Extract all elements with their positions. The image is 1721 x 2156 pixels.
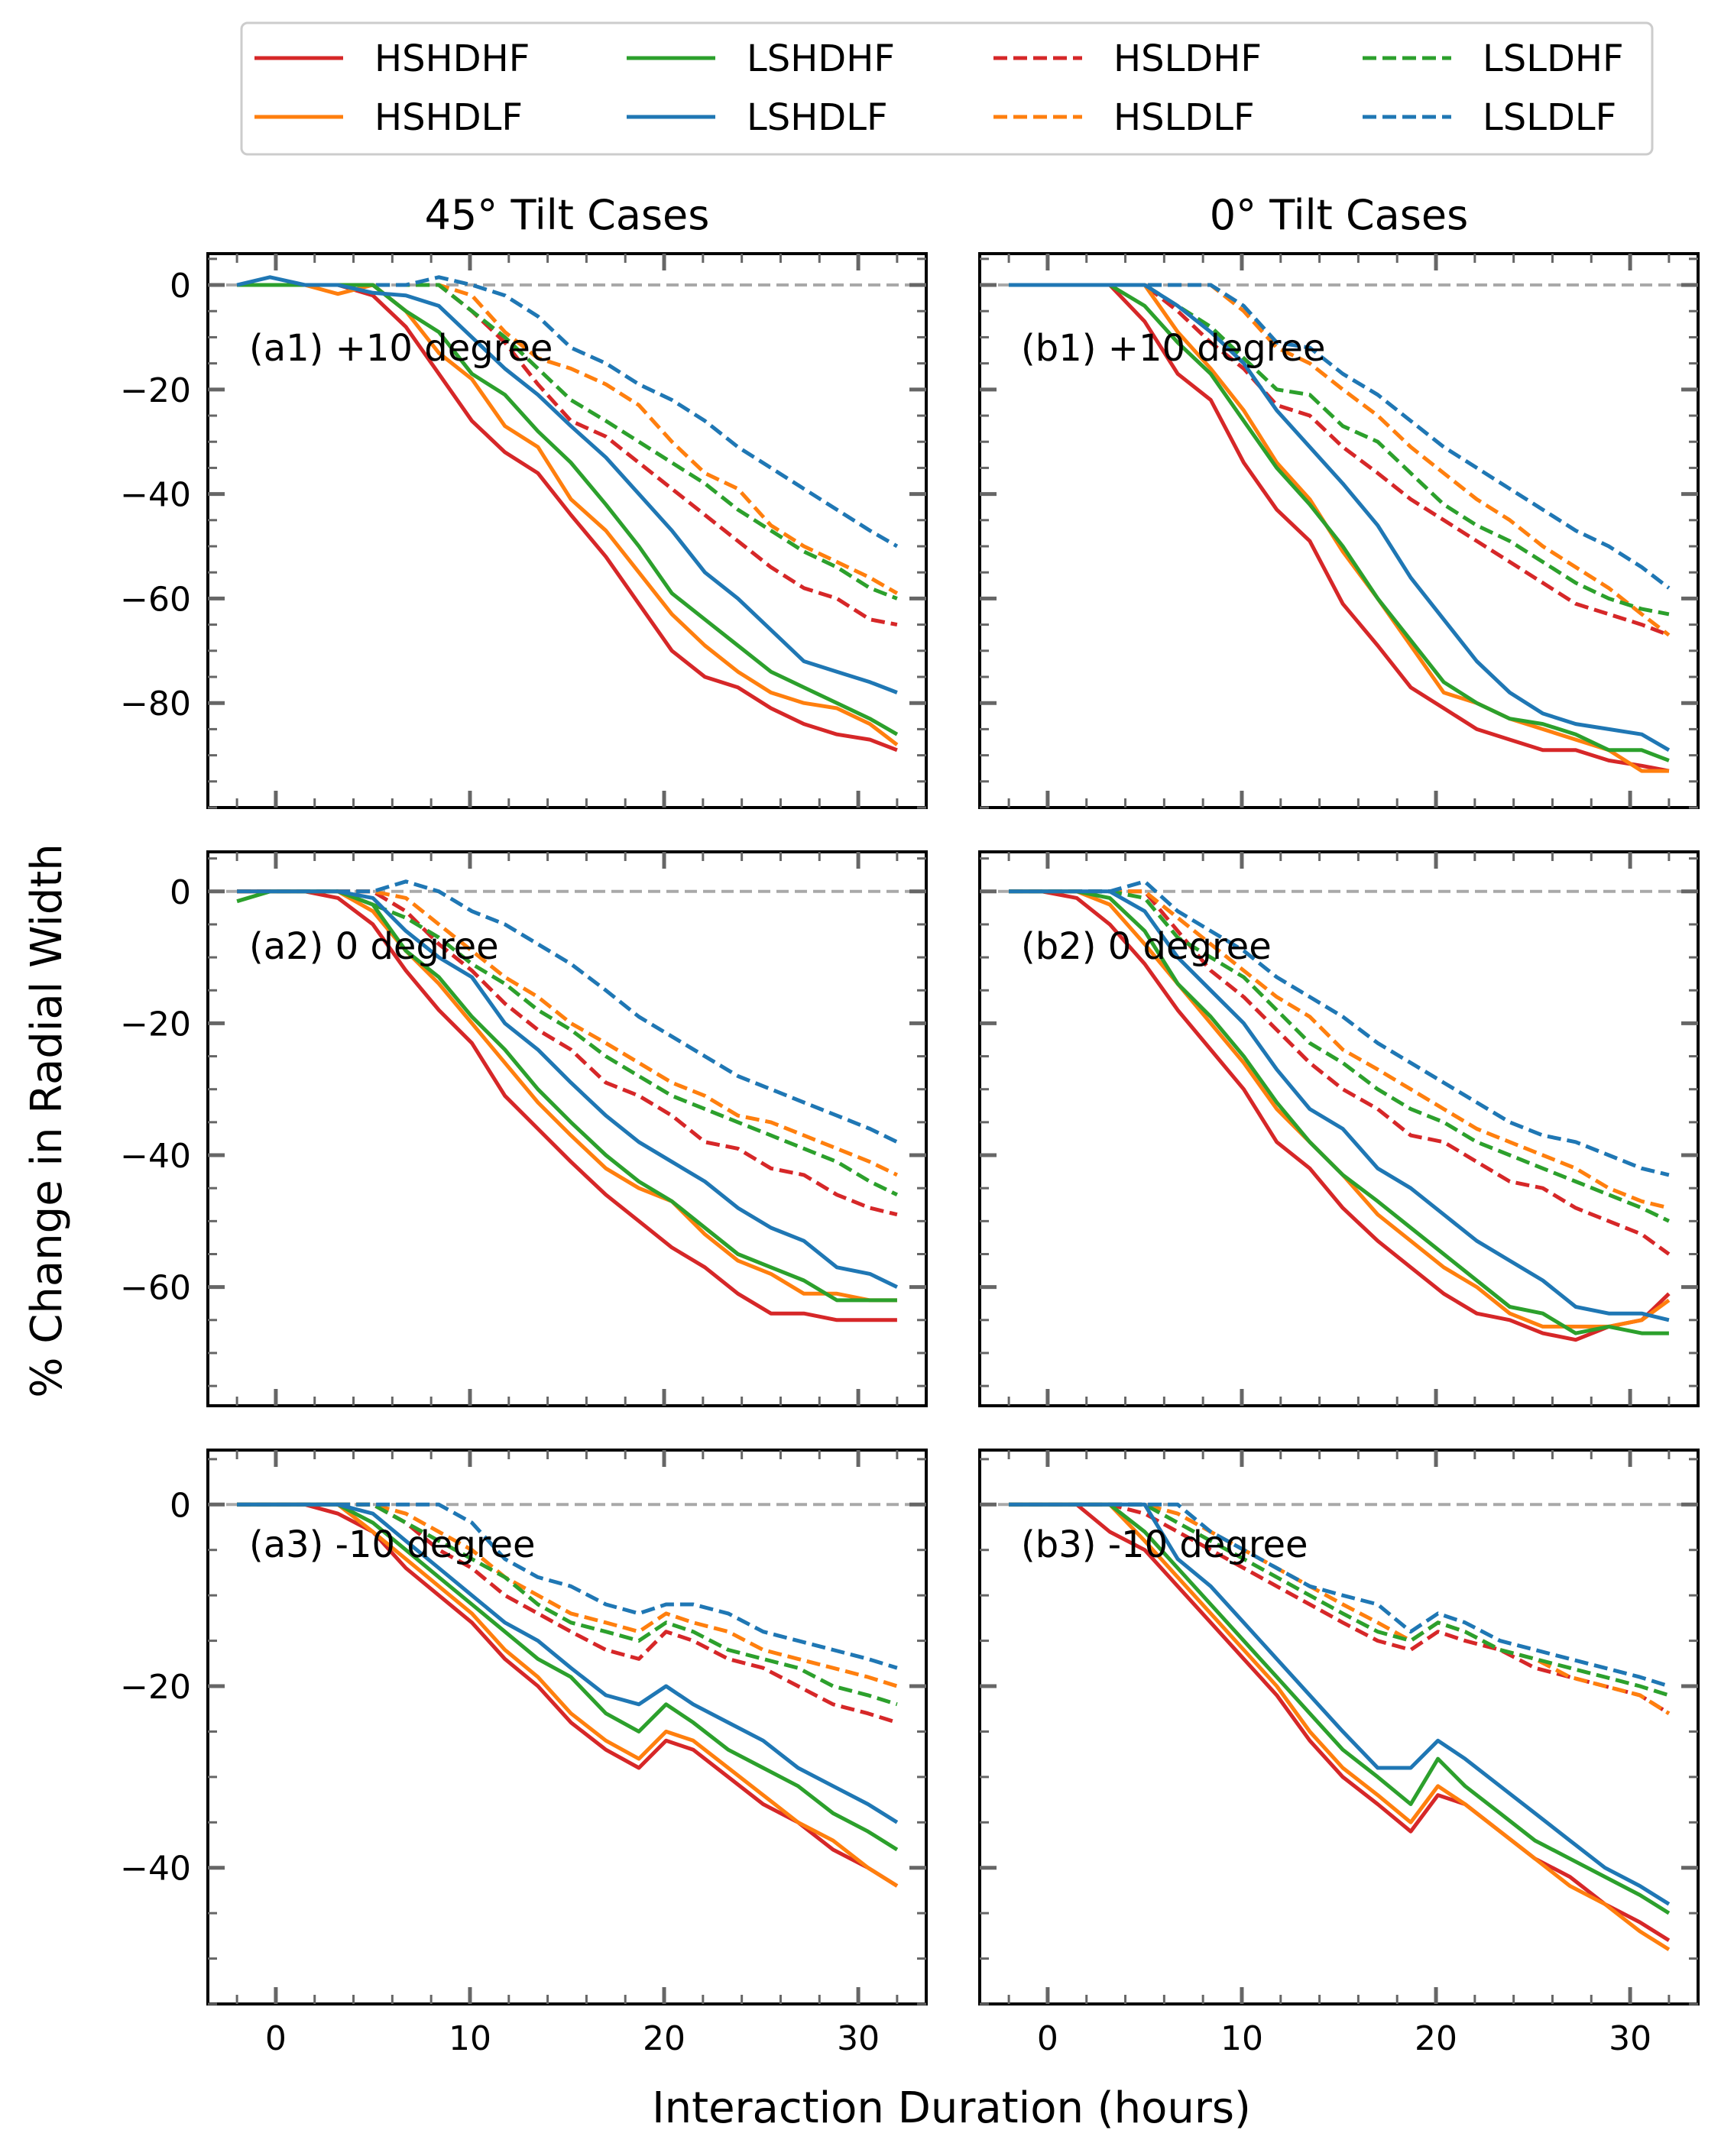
legend-frame: [240, 21, 1654, 156]
panel-a2: 0 −20 −40 −60 (a2) 0 degree: [120, 850, 928, 1407]
y-tick-label: −20: [120, 371, 191, 410]
panel-b3: 0 10 20 30 (b3) -10 degree: [978, 1449, 1700, 2058]
series-group: [236, 275, 899, 753]
plot-frame: [206, 850, 928, 1407]
x-tick-label: 30: [1609, 2019, 1651, 2058]
x-axis-label: Interaction Duration (hours): [652, 2083, 1251, 2133]
series-line-lshdhf: [237, 1502, 899, 1852]
series-line-lshdlf: [236, 275, 898, 694]
legend-label-lshdhf: LSHDHF: [747, 37, 895, 80]
y-tick-label: −40: [120, 476, 191, 515]
series-line-lsldlf: [1009, 879, 1670, 1177]
legend-label-hshdlf: HSHDLF: [374, 96, 523, 139]
legend-entry-hshdlf: HSHDLF: [254, 96, 523, 139]
series-line-lsldlf: [237, 275, 899, 549]
series-line-lshdlf: [237, 1502, 899, 1824]
series-line-hshdhf: [237, 889, 897, 1322]
panel-annotation-b2: (b2) 0 degree: [1021, 925, 1272, 968]
plot-frame: [978, 252, 1700, 809]
series-line-hshdhf: [1009, 283, 1670, 773]
series-group: [1009, 1502, 1671, 1951]
plot-frame: [206, 1449, 928, 2005]
legend-entry-hsldhf: HSLDHF: [993, 37, 1262, 80]
y-tick-label: −80: [120, 685, 191, 724]
series-line-hsldhf: [1009, 1502, 1671, 1715]
series-line-lshdhf: [236, 889, 897, 1303]
legend-entry-lsldhf: LSLDHF: [1363, 37, 1624, 80]
series-line-lshdhf: [1009, 889, 1669, 1335]
x-tick-label: 30: [837, 2019, 880, 2058]
legend-label-hsldlf: HSLDLF: [1113, 96, 1255, 139]
panel-annotation-a2: (a2) 0 degree: [249, 925, 499, 968]
panel-annotation-a3: (a3) -10 degree: [249, 1523, 536, 1566]
column-title-0-tilt: 0° Tilt Cases: [1210, 191, 1468, 239]
series-line-lshdlf: [1009, 283, 1671, 752]
x-tick-label: 0: [1037, 2019, 1058, 2058]
legend-entry-hsldlf: HSLDLF: [993, 96, 1255, 139]
series-line-lsldlf: [237, 1502, 898, 1670]
panel-a3: 0 −20 −40 0 10 20 30 (a3) -10 degree: [120, 1449, 928, 2058]
series-line-lshdlf: [1009, 1502, 1671, 1906]
series-line-hshdhf: [1009, 889, 1671, 1342]
panel-b1: (b1) +10 degree: [978, 252, 1700, 809]
plot-frame: [978, 850, 1700, 1407]
series-group: [236, 879, 898, 1322]
column-title-45-tilt: 45° Tilt Cases: [425, 191, 710, 239]
series-line-hshdlf: [237, 1502, 899, 1888]
plot-frame: [206, 252, 928, 809]
legend-entry-lshdlf: LSHDLF: [627, 96, 888, 139]
x-tick-label: 20: [643, 2019, 685, 2058]
plot-frame: [978, 1449, 1700, 2005]
series-line-hshdlf: [237, 283, 899, 746]
panels: 0 −20 −40 −60 −80 (a1) +10 degree (b1) +10 deg…: [120, 252, 1700, 2058]
y-tick-label: 0: [170, 267, 191, 306]
series-line-lshdhf: [237, 283, 899, 736]
legend-label-hshdhf: HSHDHF: [374, 37, 530, 80]
series-line-lsldhf: [237, 889, 898, 1197]
y-tick-label: −60: [120, 1269, 191, 1308]
y-tick-label: −20: [120, 1005, 191, 1044]
series-line-hshdhf: [237, 1502, 899, 1888]
y-tick-label: −60: [120, 580, 191, 619]
legend-entry-hshdhf: HSHDHF: [254, 37, 530, 80]
legend-label-lsldhf: LSLDHF: [1483, 37, 1624, 80]
x-tick-label: 20: [1415, 2019, 1457, 2058]
legend-entry-lshdhf: LSHDHF: [627, 37, 895, 80]
y-tick-label: −40: [120, 1850, 191, 1889]
series-line-hshdlf: [1009, 1502, 1671, 1951]
legend-label-hsldhf: HSLDHF: [1113, 37, 1262, 80]
y-tick-label: 0: [170, 1486, 191, 1525]
series-line-lshdhf: [1009, 283, 1670, 762]
y-tick-label: 0: [170, 873, 191, 912]
series-group: [1009, 283, 1671, 773]
series-line-lsldlf: [237, 879, 898, 1144]
panel-annotation-b3: (b3) -10 degree: [1021, 1523, 1308, 1566]
panel-annotation-a1: (a1) +10 degree: [249, 327, 553, 370]
series-line-hshdhf: [1009, 1502, 1671, 1942]
series-line-hsldlf: [1009, 889, 1670, 1210]
series-line-lshdlf: [237, 889, 898, 1289]
legend-entry-lsldlf: LSLDLF: [1363, 96, 1616, 139]
series-group: [1009, 879, 1671, 1342]
series-line-lsldhf: [1009, 889, 1670, 1223]
y-axis-label: % Change in Radial Width: [22, 843, 72, 1398]
series-line-lshdhf: [1009, 1502, 1671, 1915]
panel-a1: 0 −20 −40 −60 −80 (a1) +10 degree: [120, 252, 928, 809]
legend-label-lsldlf: LSLDLF: [1483, 96, 1616, 139]
x-tick-label: 10: [1220, 2019, 1263, 2058]
series-line-lshdlf: [1009, 889, 1670, 1322]
panel-b2: (b2) 0 degree: [978, 850, 1700, 1407]
y-tick-label: −40: [120, 1137, 191, 1176]
y-tick-label: −20: [120, 1668, 191, 1707]
series-group: [237, 1502, 899, 1888]
legend-label-lshdlf: LSHDLF: [747, 96, 888, 139]
x-tick-label: 0: [265, 2019, 287, 2058]
x-tick-label: 10: [449, 2019, 491, 2058]
series-line-hshdlf: [237, 889, 897, 1303]
legend: HSHDHF HSHDLF LSHDHF LSHDLF HSLDHF HSLDLF LSLD…: [240, 21, 1654, 156]
panel-annotation-b1: (b1) +10 degree: [1021, 327, 1325, 370]
